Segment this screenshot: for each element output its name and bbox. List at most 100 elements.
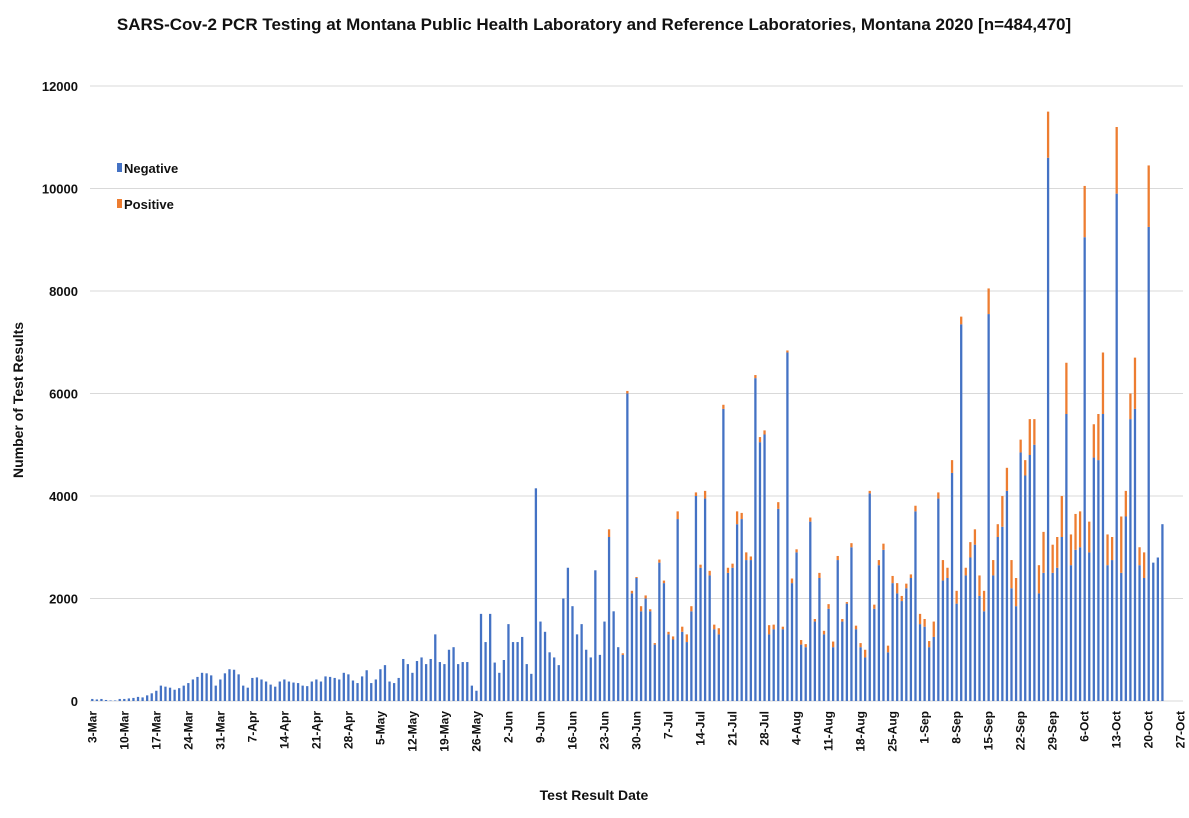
bar-negative bbox=[1037, 593, 1041, 701]
bar-negative bbox=[328, 676, 332, 701]
bar-positive bbox=[676, 511, 679, 520]
bar-negative bbox=[360, 676, 364, 701]
legend-swatch-positive bbox=[117, 199, 122, 208]
bar-positive bbox=[932, 621, 935, 637]
bar-negative bbox=[1092, 457, 1095, 701]
bar-negative bbox=[123, 698, 126, 701]
bar-negative bbox=[877, 565, 881, 701]
bar-negative bbox=[269, 684, 272, 701]
bar-negative bbox=[681, 631, 684, 701]
bar-negative bbox=[1161, 524, 1164, 701]
bar-negative bbox=[91, 698, 94, 701]
bar-negative bbox=[1056, 567, 1059, 701]
bar-positive bbox=[799, 640, 803, 645]
bar-negative bbox=[639, 611, 643, 701]
bar-negative bbox=[164, 686, 167, 701]
bar-positive bbox=[681, 626, 684, 632]
x-tick-label: 24-Mar bbox=[181, 711, 195, 750]
bar-positive bbox=[1110, 537, 1114, 561]
x-tick-label: 10-Mar bbox=[117, 711, 131, 750]
bar-positive bbox=[745, 552, 748, 561]
bar-negative bbox=[475, 690, 478, 701]
bar-positive bbox=[690, 606, 693, 612]
bar-negative bbox=[827, 608, 830, 701]
x-tick-label: 17-Mar bbox=[149, 711, 163, 750]
bar-negative bbox=[452, 647, 455, 701]
bar-positive bbox=[1046, 111, 1050, 158]
bar-negative bbox=[822, 634, 826, 701]
bar-negative bbox=[735, 524, 739, 701]
bar-negative bbox=[351, 680, 355, 701]
x-tick-label: 14-Apr bbox=[277, 711, 291, 749]
bar-negative bbox=[1069, 565, 1073, 701]
bar-positive bbox=[694, 492, 698, 496]
bar-positive bbox=[717, 628, 720, 635]
bar-negative bbox=[873, 608, 876, 701]
bar-positive bbox=[1147, 165, 1150, 227]
bar-positive bbox=[767, 625, 771, 635]
bar-negative bbox=[941, 580, 945, 701]
bar-negative bbox=[516, 642, 519, 701]
bar-negative bbox=[406, 664, 409, 701]
bar-negative bbox=[662, 583, 666, 701]
bar-negative bbox=[1120, 572, 1123, 701]
bar-negative bbox=[1001, 526, 1004, 701]
bar-negative bbox=[795, 552, 798, 701]
bar-negative bbox=[392, 683, 396, 701]
bar-negative bbox=[580, 624, 583, 701]
bar-positive bbox=[923, 619, 926, 627]
gridlines bbox=[90, 85, 1183, 702]
bar-negative bbox=[173, 689, 176, 701]
bar-positive bbox=[818, 572, 821, 578]
bar-negative bbox=[557, 665, 560, 701]
bar-positive bbox=[1133, 357, 1137, 409]
bar-negative bbox=[333, 677, 336, 701]
bar-positive bbox=[978, 575, 981, 596]
x-tick-label: 4-Aug bbox=[790, 711, 804, 745]
bar-negative bbox=[946, 578, 949, 701]
bar-positive bbox=[722, 404, 725, 409]
bar-negative bbox=[466, 662, 469, 701]
x-tick-label: 19-May bbox=[437, 711, 451, 752]
bar-positive bbox=[950, 460, 954, 473]
bar-negative bbox=[1051, 572, 1054, 701]
bar-positive bbox=[1120, 516, 1123, 573]
bar-positive bbox=[1019, 439, 1022, 453]
bar-negative bbox=[484, 642, 487, 701]
x-tick-label: 12-May bbox=[405, 711, 419, 752]
bar-positive bbox=[772, 624, 775, 630]
bar-positive bbox=[1083, 185, 1086, 238]
bar-positive bbox=[653, 643, 656, 645]
bar-negative bbox=[100, 698, 103, 701]
bar-negative bbox=[772, 629, 775, 701]
bar-positive bbox=[1142, 552, 1146, 578]
bar-negative bbox=[562, 598, 565, 701]
bar-positive bbox=[850, 543, 853, 548]
bar-positive bbox=[754, 375, 757, 379]
bar-positive bbox=[1065, 362, 1068, 414]
bar-negative bbox=[109, 700, 112, 701]
bar-negative bbox=[95, 699, 99, 701]
bar-negative bbox=[219, 679, 222, 701]
bar-positive bbox=[1033, 419, 1036, 445]
bar-negative bbox=[1101, 414, 1105, 701]
bar-negative bbox=[566, 567, 570, 701]
bar-negative bbox=[214, 685, 217, 701]
bar-positive bbox=[1129, 393, 1132, 420]
bar-negative bbox=[438, 662, 441, 701]
bar-negative bbox=[470, 685, 474, 701]
bar-negative bbox=[841, 621, 844, 701]
bar-negative bbox=[905, 588, 908, 701]
bar-positive bbox=[685, 634, 688, 643]
bar-negative bbox=[205, 673, 208, 701]
bar-negative bbox=[923, 626, 926, 701]
bar-positive bbox=[786, 350, 789, 353]
bar-positive bbox=[928, 641, 931, 648]
bar-positive bbox=[845, 602, 849, 604]
bar-positive bbox=[630, 590, 634, 594]
bars bbox=[91, 111, 1164, 701]
x-tick-label: 22-Sep bbox=[1014, 711, 1028, 750]
bar-negative bbox=[982, 611, 986, 701]
bar-negative bbox=[461, 662, 464, 701]
bar-negative bbox=[845, 603, 849, 701]
